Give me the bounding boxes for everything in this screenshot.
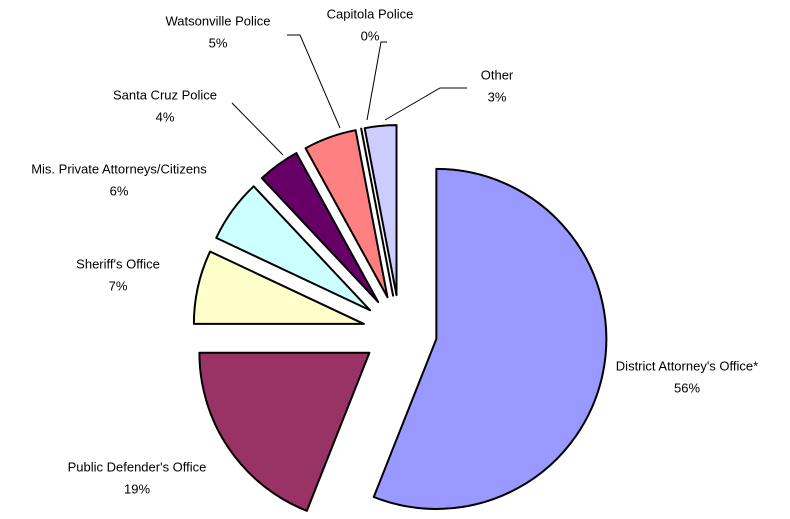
pie-slice bbox=[215, 185, 372, 312]
leader-line bbox=[231, 102, 284, 156]
slice-label: Public Defender's Office bbox=[68, 459, 207, 474]
pie-slice bbox=[198, 351, 371, 512]
pie-slice bbox=[192, 250, 365, 325]
slice-label: Watsonville Police bbox=[165, 13, 270, 28]
slice-value-label: 3% bbox=[488, 89, 507, 104]
pie-slice bbox=[363, 124, 398, 297]
slice-value-label: 5% bbox=[209, 35, 228, 50]
leader-line bbox=[384, 87, 467, 121]
pie-slice bbox=[260, 152, 380, 304]
slice-value-label: 6% bbox=[110, 183, 129, 198]
slice-value-label: 7% bbox=[109, 278, 128, 293]
pie-slice bbox=[372, 167, 608, 510]
slice-value-label: 19% bbox=[124, 481, 150, 496]
slice-label: Mis. Private Attorneys/Citizens bbox=[31, 161, 207, 176]
slice-label: Capitola Police bbox=[327, 6, 414, 21]
slice-value-label: 4% bbox=[156, 109, 175, 124]
slice-label: Santa Cruz Police bbox=[113, 87, 217, 102]
leader-line bbox=[287, 34, 341, 129]
pie-slice bbox=[360, 127, 395, 297]
pie-slice bbox=[304, 129, 389, 299]
slice-label: District Attorney's Office* bbox=[616, 358, 758, 373]
slice-value-label: 0% bbox=[361, 28, 380, 43]
slice-label: Other bbox=[481, 67, 514, 82]
slice-value-label: 56% bbox=[674, 380, 700, 395]
leader-line bbox=[366, 41, 387, 121]
slice-label: Sheriff's Office bbox=[76, 256, 160, 271]
